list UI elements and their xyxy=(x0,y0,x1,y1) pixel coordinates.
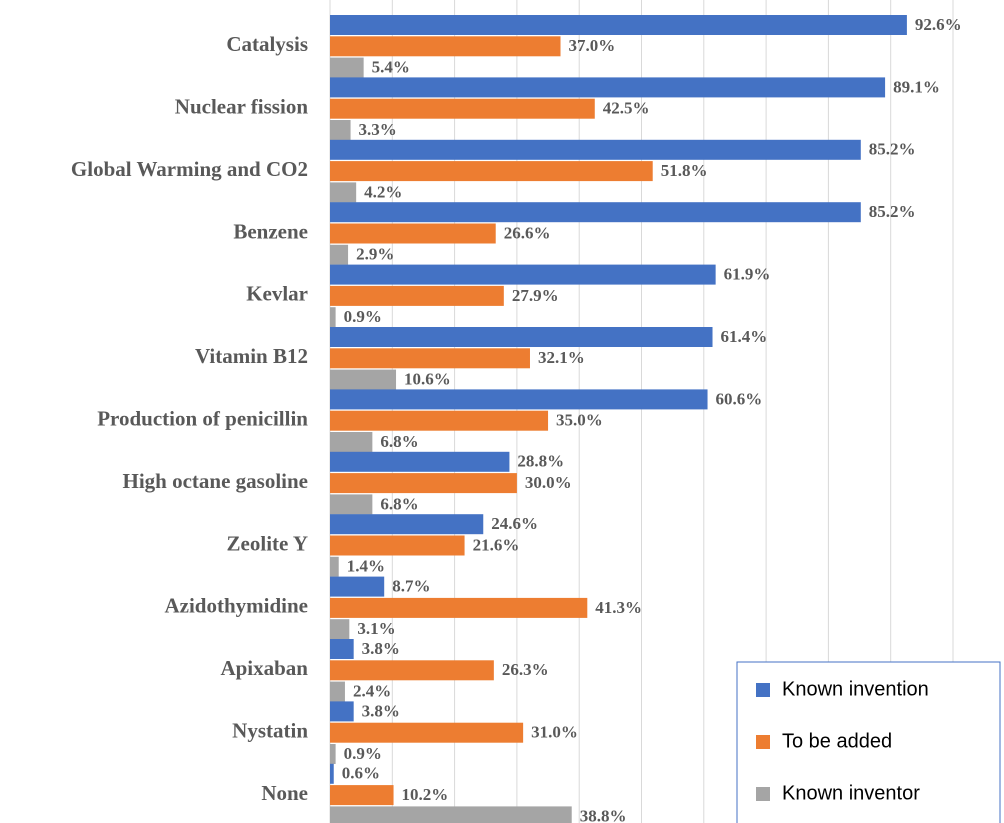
legend-label: To be added xyxy=(782,730,892,752)
bar xyxy=(330,701,354,722)
bar xyxy=(330,785,394,806)
bar xyxy=(330,369,397,390)
y-tick-label: Zeolite Y xyxy=(227,531,308,555)
value-label: 3.8% xyxy=(362,639,400,658)
value-label: 3.8% xyxy=(362,701,400,720)
value-label: 37.0% xyxy=(569,36,616,55)
y-tick-label: Nystatin xyxy=(232,719,308,743)
y-tick-label: Global Warming and CO2 xyxy=(71,157,308,181)
y-tick-label: Production of penicillin xyxy=(97,407,308,431)
bar xyxy=(330,348,530,369)
value-label: 28.8% xyxy=(517,452,564,471)
value-label: 0.9% xyxy=(344,307,382,326)
bar xyxy=(330,619,350,640)
bar xyxy=(330,576,385,597)
bar xyxy=(330,244,349,265)
value-label: 0.9% xyxy=(344,744,382,763)
bar xyxy=(330,660,494,681)
value-label: 42.5% xyxy=(603,99,650,118)
bar xyxy=(330,722,524,743)
bar xyxy=(330,120,351,140)
bar xyxy=(330,327,713,347)
legend-swatch xyxy=(756,735,770,749)
value-label: 2.4% xyxy=(353,682,391,701)
legend-label: Known inventor xyxy=(782,782,920,804)
legend-swatch xyxy=(756,683,770,697)
value-label: 35.0% xyxy=(556,411,603,430)
bar xyxy=(330,514,484,535)
bar xyxy=(330,285,504,306)
value-label: 61.4% xyxy=(721,327,768,346)
bar xyxy=(330,556,339,577)
value-label: 85.2% xyxy=(869,140,916,159)
legend-box xyxy=(736,661,1001,823)
bar xyxy=(330,139,861,160)
value-label: 32.1% xyxy=(538,348,585,367)
bar xyxy=(330,763,334,784)
bar xyxy=(330,451,510,472)
bar xyxy=(330,494,373,515)
y-tick-label: Catalysis xyxy=(226,32,308,56)
value-label: 6.8% xyxy=(380,432,418,451)
y-tick-label: Apixaban xyxy=(220,656,308,680)
value-label: 4.2% xyxy=(364,182,402,201)
value-label: 10.2% xyxy=(402,785,449,804)
bar xyxy=(330,744,336,764)
bar xyxy=(330,182,357,203)
bar xyxy=(330,202,861,223)
bar xyxy=(330,806,572,823)
value-label: 6.8% xyxy=(380,494,418,513)
bar xyxy=(330,98,595,119)
bar xyxy=(330,15,907,35)
value-label: 24.6% xyxy=(491,514,538,533)
value-label: 61.9% xyxy=(724,265,771,284)
legend-swatch xyxy=(756,787,770,801)
bar xyxy=(330,307,336,328)
bar xyxy=(330,36,561,57)
value-label: 30.0% xyxy=(525,473,572,492)
value-label: 10.6% xyxy=(404,370,451,389)
value-label: 1.4% xyxy=(347,557,385,576)
value-label: 89.1% xyxy=(893,77,940,96)
value-label: 8.7% xyxy=(392,577,430,596)
bar xyxy=(330,57,364,78)
value-label: 41.3% xyxy=(595,598,642,617)
bar xyxy=(330,223,496,244)
value-label: 60.6% xyxy=(716,389,763,408)
value-label: 21.6% xyxy=(473,535,520,554)
bar xyxy=(330,535,465,556)
value-label: 38.8% xyxy=(580,806,627,823)
value-label: 3.3% xyxy=(359,120,397,139)
value-label: 92.6% xyxy=(915,15,962,34)
y-tick-label: Azidothymidine xyxy=(164,594,308,618)
y-tick-label: None xyxy=(261,781,308,805)
y-tick-label: Kevlar xyxy=(246,282,308,306)
value-label: 85.2% xyxy=(869,202,916,221)
value-label: 5.4% xyxy=(372,58,410,77)
bar xyxy=(330,410,549,431)
y-tick-label: Vitamin B12 xyxy=(195,344,308,368)
y-tick-label: Benzene xyxy=(233,219,308,243)
bar xyxy=(330,264,716,285)
value-label: 31.0% xyxy=(531,723,578,742)
value-label: 27.9% xyxy=(512,286,559,305)
bar xyxy=(330,597,588,618)
value-label: 51.8% xyxy=(661,161,708,180)
value-label: 2.9% xyxy=(356,245,394,264)
bar xyxy=(330,161,653,182)
bar xyxy=(330,77,886,98)
value-label: 26.6% xyxy=(504,223,551,242)
value-label: 0.6% xyxy=(342,764,380,783)
value-label: 26.3% xyxy=(502,660,549,679)
bar xyxy=(330,681,345,702)
bar xyxy=(330,473,517,494)
bar xyxy=(330,639,354,659)
legend-label: Known invention xyxy=(782,678,929,700)
bar xyxy=(330,432,373,452)
y-tick-label: High octane gasoline xyxy=(122,469,308,493)
value-label: 3.1% xyxy=(357,619,395,638)
bar xyxy=(330,389,708,410)
y-tick-label: Nuclear fission xyxy=(175,95,309,119)
